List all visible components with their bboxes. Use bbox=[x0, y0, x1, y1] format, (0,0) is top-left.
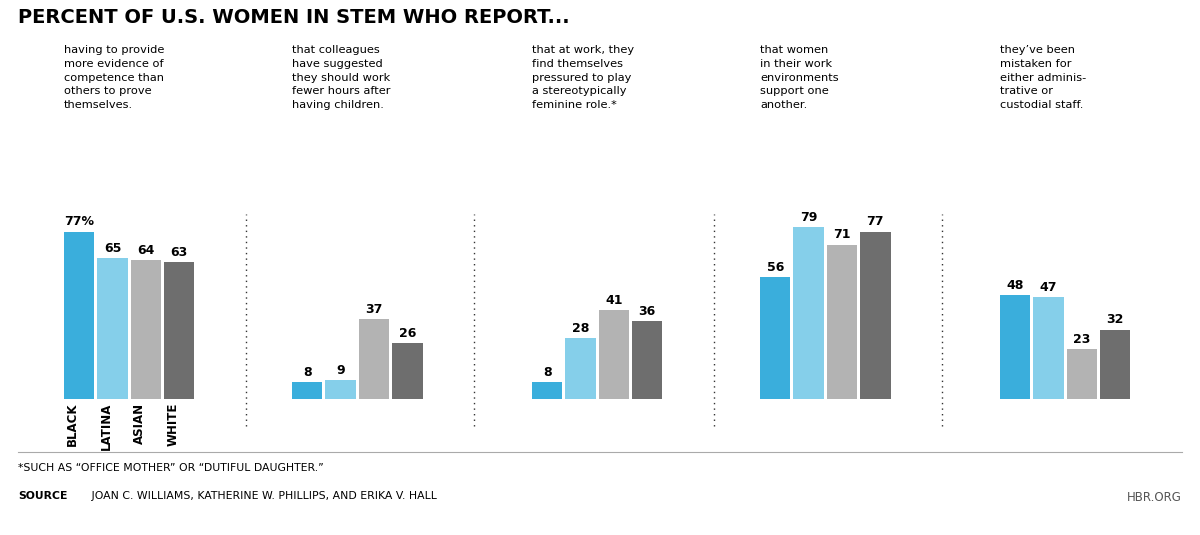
Bar bbox=[1033, 297, 1063, 400]
Text: that women
in their work
environments
support one
another.: that women in their work environments su… bbox=[760, 45, 839, 110]
Bar bbox=[532, 382, 563, 400]
Bar bbox=[632, 321, 662, 400]
Text: JOAN C. WILLIAMS, KATHERINE W. PHILLIPS, AND ERIKA V. HALL: JOAN C. WILLIAMS, KATHERINE W. PHILLIPS,… bbox=[88, 491, 437, 501]
Bar bbox=[827, 244, 857, 400]
Text: BLACK: BLACK bbox=[66, 403, 79, 446]
Text: 37: 37 bbox=[365, 303, 383, 316]
Bar bbox=[1067, 349, 1097, 400]
Text: *SUCH AS “OFFICE MOTHER” OR “DUTIFUL DAUGHTER.”: *SUCH AS “OFFICE MOTHER” OR “DUTIFUL DAU… bbox=[18, 463, 324, 473]
Text: 36: 36 bbox=[638, 305, 655, 318]
Text: WHITE: WHITE bbox=[166, 403, 179, 446]
Bar bbox=[97, 258, 127, 400]
Text: 77%: 77% bbox=[64, 216, 94, 228]
Text: SOURCE: SOURCE bbox=[18, 491, 67, 501]
Text: 41: 41 bbox=[605, 294, 623, 307]
Bar bbox=[860, 232, 890, 400]
Text: 32: 32 bbox=[1106, 314, 1124, 326]
Text: 63: 63 bbox=[170, 246, 187, 259]
Text: that colleagues
have suggested
they should work
fewer hours after
having childre: that colleagues have suggested they shou… bbox=[292, 45, 390, 110]
Bar bbox=[64, 232, 95, 400]
Text: 47: 47 bbox=[1039, 281, 1057, 294]
Bar bbox=[131, 260, 161, 400]
Text: 71: 71 bbox=[833, 228, 851, 241]
Text: 64: 64 bbox=[137, 244, 155, 257]
Bar bbox=[599, 310, 629, 400]
Bar bbox=[164, 262, 194, 400]
Text: 28: 28 bbox=[571, 322, 589, 335]
Text: LATINA: LATINA bbox=[100, 403, 113, 450]
Text: 79: 79 bbox=[800, 211, 817, 224]
Text: 23: 23 bbox=[1073, 333, 1091, 346]
Bar bbox=[793, 227, 824, 400]
Bar bbox=[292, 382, 323, 400]
Bar bbox=[565, 339, 595, 400]
Text: ASIAN: ASIAN bbox=[133, 403, 146, 444]
Text: 65: 65 bbox=[103, 241, 121, 255]
Text: PERCENT OF U.S. WOMEN IN STEM WHO REPORT...: PERCENT OF U.S. WOMEN IN STEM WHO REPORT… bbox=[18, 8, 570, 27]
Text: 77: 77 bbox=[866, 216, 884, 228]
Bar bbox=[1000, 295, 1031, 400]
Text: they’ve been
mistaken for
either adminis-
trative or
custodial staff.: they’ve been mistaken for either adminis… bbox=[1000, 45, 1086, 110]
Text: HBR.ORG: HBR.ORG bbox=[1127, 491, 1182, 504]
Text: 56: 56 bbox=[767, 261, 784, 274]
Text: that at work, they
find themselves
pressured to play
a stereotypically
feminine : that at work, they find themselves press… bbox=[532, 45, 634, 110]
Text: 9: 9 bbox=[336, 364, 344, 377]
Text: 26: 26 bbox=[398, 326, 416, 340]
Bar bbox=[760, 278, 791, 400]
Bar bbox=[359, 319, 389, 400]
Bar bbox=[325, 380, 356, 400]
Bar bbox=[1100, 330, 1130, 400]
Bar bbox=[392, 343, 422, 400]
Text: 8: 8 bbox=[542, 366, 552, 379]
Text: having to provide
more evidence of
competence than
others to prove
themselves.: having to provide more evidence of compe… bbox=[64, 45, 164, 110]
Text: 8: 8 bbox=[302, 366, 312, 379]
Text: 48: 48 bbox=[1007, 279, 1024, 292]
